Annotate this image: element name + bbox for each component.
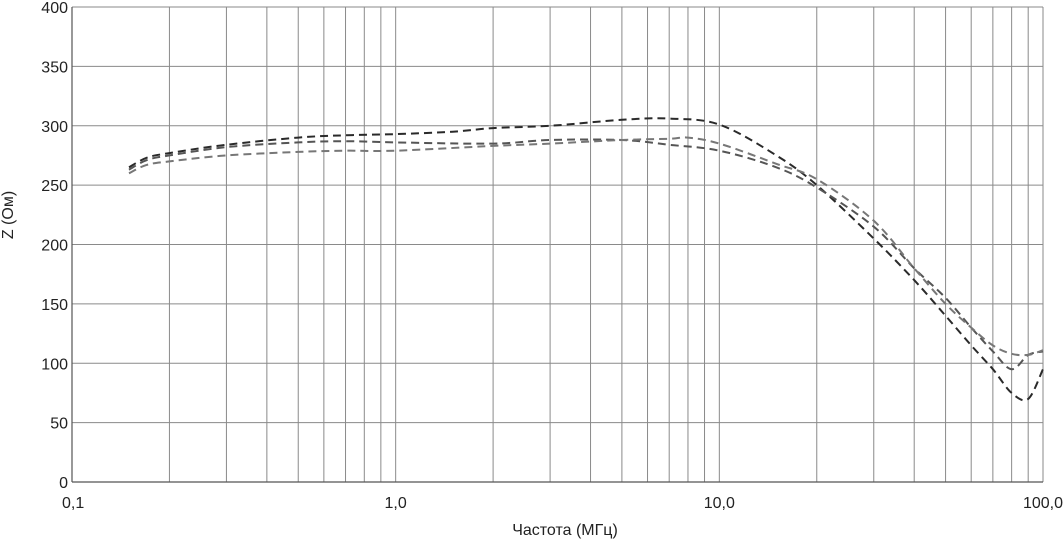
y-axis-title: Z (Ом) — [0, 191, 17, 239]
series-line — [128, 136, 1044, 357]
y-tick-label: 100 — [41, 356, 68, 373]
grid — [71, 6, 1044, 483]
series-line — [128, 117, 1044, 402]
x-tick-label: 100,0 — [1023, 495, 1063, 512]
series-line — [128, 138, 1044, 371]
y-tick-label: 0 — [59, 475, 68, 492]
x-tick-label: 0,1 — [62, 495, 84, 512]
tick-labels: 0 50 100 150 200 250 300 350 400 0,1 1,0 10,0 100,0 — [41, 0, 1063, 512]
series-layer — [128, 117, 1044, 402]
y-tick-label: 300 — [41, 119, 68, 136]
x-tick-label: 1,0 — [385, 495, 407, 512]
y-tick-label: 150 — [41, 297, 68, 314]
y-tick-label: 50 — [50, 416, 68, 433]
y-tick-label: 250 — [41, 178, 68, 195]
y-tick-label: 350 — [41, 59, 68, 76]
y-tick-label: 400 — [41, 0, 68, 17]
x-tick-label: 10,0 — [704, 495, 735, 512]
y-tick-label: 200 — [41, 238, 68, 255]
x-axis-title: Частота (МГц) — [512, 522, 618, 539]
